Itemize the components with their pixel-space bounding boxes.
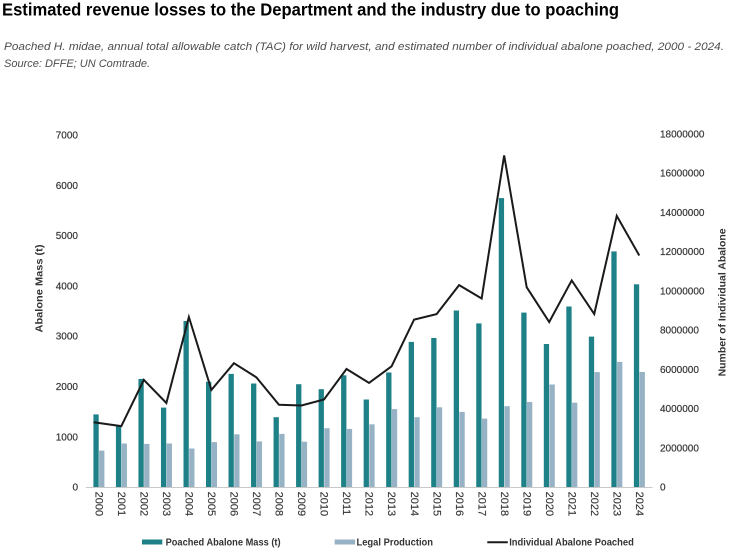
svg-text:2016: 2016: [453, 492, 465, 516]
svg-text:2008: 2008: [273, 492, 285, 516]
svg-text:18000000: 18000000: [660, 129, 705, 140]
svg-text:2003: 2003: [160, 492, 172, 516]
svg-text:3000: 3000: [56, 332, 79, 343]
svg-text:2010: 2010: [318, 492, 330, 516]
svg-text:Individual Abalone Poached: Individual Abalone Poached: [509, 538, 634, 549]
svg-text:Number of Individual Abalone: Number of Individual Abalone: [718, 228, 729, 376]
svg-text:0: 0: [660, 483, 666, 494]
svg-text:Source: DFFE; UN Comtrade.: Source: DFFE; UN Comtrade.: [4, 58, 150, 70]
svg-text:Legal Production: Legal Production: [357, 538, 434, 549]
svg-text:2018: 2018: [498, 492, 510, 516]
svg-text:16000000: 16000000: [660, 169, 705, 180]
svg-text:Abalone Mass (t): Abalone Mass (t): [35, 245, 46, 333]
svg-text:6000000: 6000000: [660, 365, 699, 376]
svg-text:2017: 2017: [475, 492, 487, 516]
svg-text:Estimated revenue losses to th: Estimated revenue losses to the Departme…: [2, 0, 619, 20]
svg-text:5000: 5000: [56, 231, 79, 242]
svg-text:4000: 4000: [56, 281, 79, 292]
svg-text:2013: 2013: [385, 492, 397, 516]
svg-text:2019: 2019: [520, 492, 532, 516]
svg-text:2022: 2022: [588, 492, 600, 516]
svg-text:7000: 7000: [56, 131, 79, 142]
svg-text:2011: 2011: [340, 492, 352, 516]
svg-text:1000: 1000: [56, 432, 79, 443]
svg-text:2000: 2000: [56, 382, 79, 393]
svg-text:0: 0: [72, 483, 78, 494]
svg-text:2007: 2007: [250, 492, 262, 516]
svg-text:2006: 2006: [228, 492, 240, 516]
svg-text:2021: 2021: [565, 492, 577, 516]
svg-text:2000: 2000: [92, 492, 104, 516]
svg-text:Poached Abalone Mass (t): Poached Abalone Mass (t): [166, 538, 281, 549]
svg-text:2000000: 2000000: [660, 443, 699, 454]
svg-text:6000: 6000: [56, 181, 79, 192]
svg-text:2009: 2009: [295, 492, 307, 516]
svg-text:2004: 2004: [183, 492, 195, 516]
svg-text:2002: 2002: [138, 492, 150, 516]
svg-text:2024: 2024: [633, 492, 645, 516]
svg-text:2023: 2023: [610, 492, 622, 516]
svg-text:14000000: 14000000: [660, 208, 705, 219]
svg-text:2014: 2014: [408, 492, 420, 516]
svg-text:4000000: 4000000: [660, 404, 699, 415]
svg-text:Poached H. midae, annual total: Poached H. midae, annual total allowable…: [4, 41, 724, 53]
svg-text:2012: 2012: [363, 492, 375, 516]
svg-text:12000000: 12000000: [660, 247, 705, 258]
svg-text:2020: 2020: [543, 492, 555, 516]
svg-text:2001: 2001: [115, 492, 127, 516]
svg-text:2015: 2015: [430, 492, 442, 516]
svg-text:10000000: 10000000: [660, 286, 705, 297]
svg-text:2005: 2005: [205, 492, 217, 516]
svg-text:8000000: 8000000: [660, 326, 699, 337]
